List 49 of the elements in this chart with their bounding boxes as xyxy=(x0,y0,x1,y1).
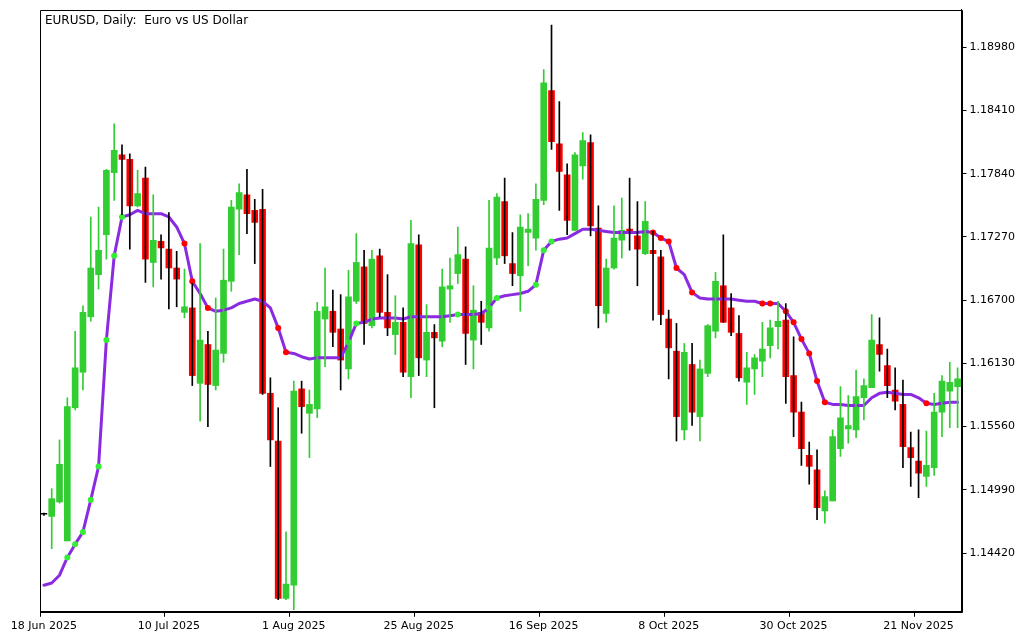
x-tick-label: 10 Jul 2025 xyxy=(137,619,200,633)
point xyxy=(821,399,828,406)
x-tick-label: 16 Sep 2025 xyxy=(508,619,579,633)
point xyxy=(689,289,696,296)
y-tick-label: 1.15560 xyxy=(969,419,1016,433)
point xyxy=(72,541,79,548)
point xyxy=(353,320,360,327)
y-tick-label: 1.17270 xyxy=(969,229,1016,243)
x-tick-label: 30 Oct 2025 xyxy=(759,619,828,633)
point xyxy=(454,311,461,318)
point xyxy=(548,238,555,245)
point xyxy=(87,496,94,503)
point xyxy=(540,247,547,254)
x-tick-label: 21 Nov 2025 xyxy=(883,619,954,633)
point xyxy=(64,554,71,561)
point xyxy=(657,235,664,242)
y-tick-label: 1.14420 xyxy=(969,545,1016,559)
point xyxy=(493,294,500,301)
y-tick-label: 1.14990 xyxy=(969,482,1016,496)
y-tick-label: 1.18980 xyxy=(969,40,1016,54)
chart-title: EURUSD, Daily: Euro vs US Dollar xyxy=(45,12,249,27)
point xyxy=(189,278,196,285)
point xyxy=(759,300,766,307)
point xyxy=(181,240,188,247)
point xyxy=(665,238,672,245)
point xyxy=(673,265,680,271)
x-tick-label: 25 Aug 2025 xyxy=(383,619,454,633)
point xyxy=(923,400,930,407)
point xyxy=(532,281,539,288)
point xyxy=(806,350,813,357)
point xyxy=(95,463,102,470)
y-tick-label: 1.18410 xyxy=(969,103,1016,117)
point xyxy=(103,337,110,344)
point xyxy=(111,252,118,259)
y-tick-label: 1.16130 xyxy=(969,356,1016,370)
point xyxy=(79,528,86,535)
x-tick-label: 1 Aug 2025 xyxy=(262,619,326,633)
point xyxy=(283,349,289,356)
y-tick-label: 1.16700 xyxy=(969,293,1016,307)
y-tick-label: 1.17840 xyxy=(969,166,1016,180)
point xyxy=(790,319,797,326)
point xyxy=(119,213,125,220)
x-tick-label: 18 Jun 2025 xyxy=(10,619,77,633)
x-tick-label: 8 Oct 2025 xyxy=(638,619,700,633)
point xyxy=(767,300,774,307)
point xyxy=(275,324,282,331)
point xyxy=(798,335,805,342)
point xyxy=(814,378,821,385)
point xyxy=(204,304,211,311)
